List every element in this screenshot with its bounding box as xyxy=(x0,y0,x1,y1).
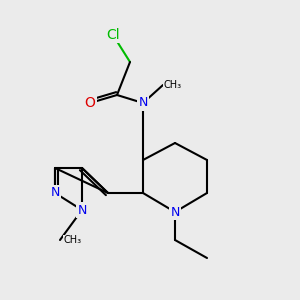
Text: Cl: Cl xyxy=(106,28,120,42)
Text: N: N xyxy=(138,97,148,110)
Text: O: O xyxy=(85,96,95,110)
Text: N: N xyxy=(170,206,180,218)
Text: CH₃: CH₃ xyxy=(63,235,81,245)
Text: CH₃: CH₃ xyxy=(163,80,181,90)
Text: N: N xyxy=(50,187,60,200)
Text: N: N xyxy=(77,203,87,217)
